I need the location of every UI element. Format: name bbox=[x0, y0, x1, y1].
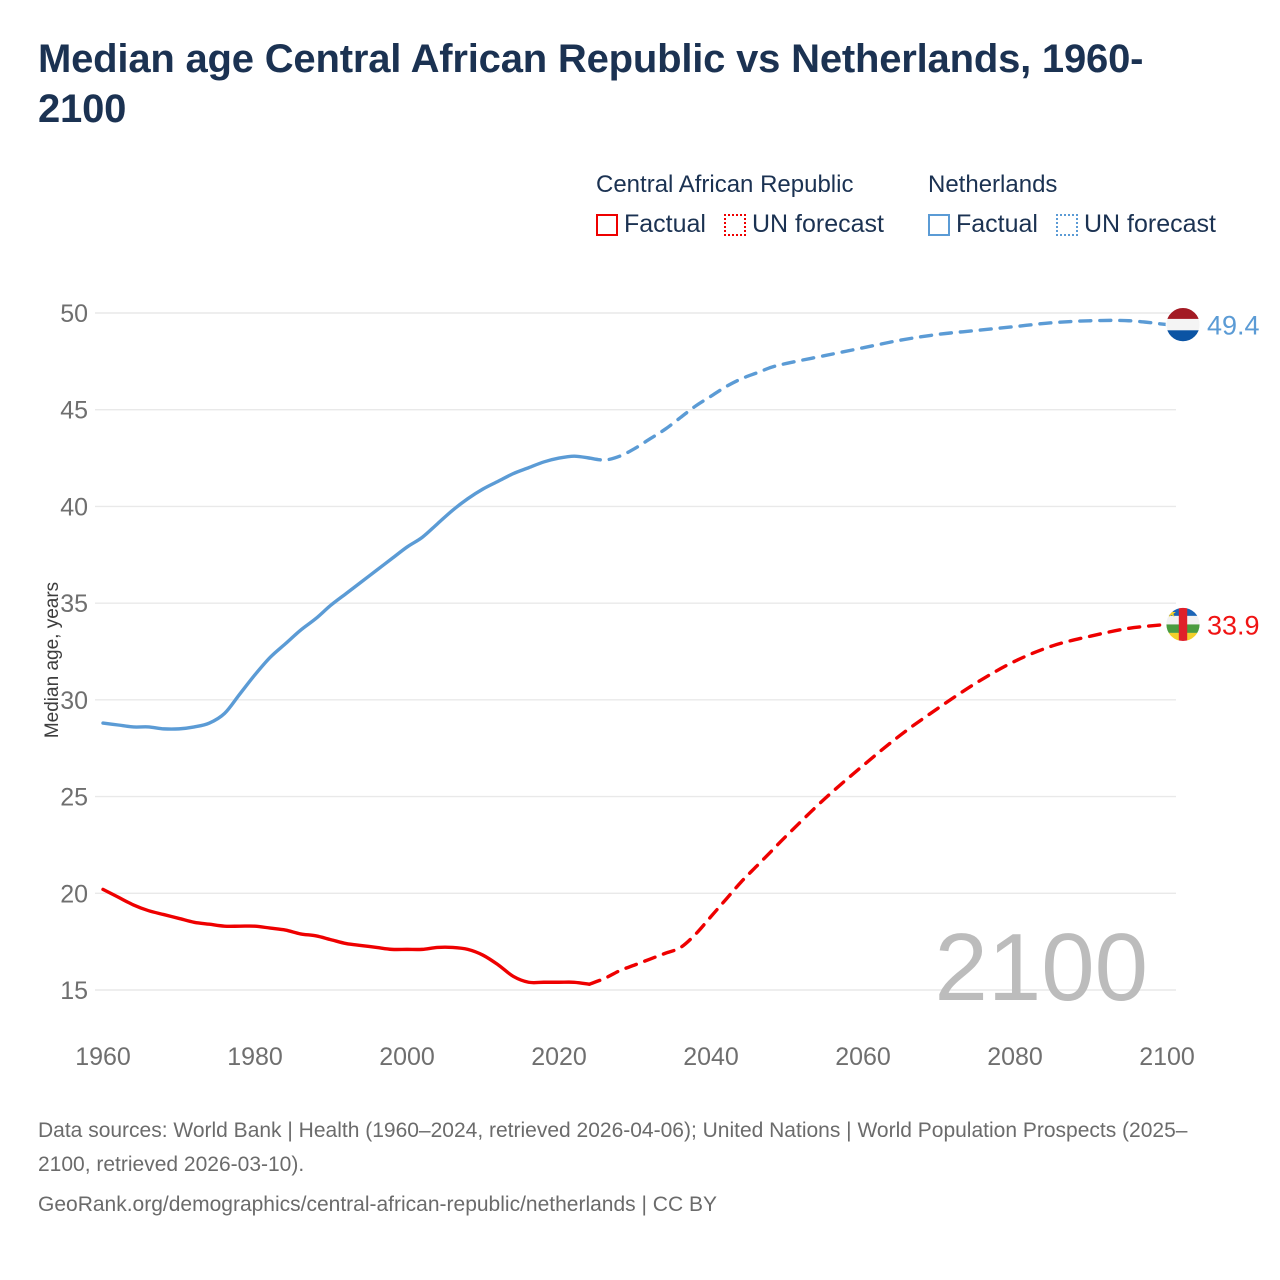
legend-item-car-factual[interactable]: Factual bbox=[596, 210, 706, 239]
central-african-republic-flag-icon bbox=[1165, 607, 1201, 642]
legend-group-netherlands: Netherlands Factual UN forecast bbox=[928, 171, 1248, 239]
y-tick-label: 40 bbox=[60, 493, 88, 521]
chart-legend: Central African Republic Factual UN fore… bbox=[596, 171, 1256, 239]
legend-swatch-solid-icon bbox=[596, 213, 618, 236]
data-sources-text: Data sources: World Bank | Health (1960–… bbox=[38, 1119, 1188, 1177]
series-line-factual-netherlands bbox=[101, 454, 592, 731]
source-url-text[interactable]: GeoRank.org/demographics/central-african… bbox=[38, 1193, 717, 1217]
legend-item-label: Factual bbox=[956, 210, 1038, 239]
x-tick-label: 1980 bbox=[227, 1043, 283, 1071]
legend-swatch-solid-icon bbox=[928, 213, 950, 236]
legend-item-nl-forecast[interactable]: UN forecast bbox=[1055, 210, 1216, 239]
legend-country-label: Central African Republic bbox=[596, 171, 854, 198]
legend-item-car-forecast[interactable]: UN forecast bbox=[723, 210, 884, 239]
y-tick-label: 45 bbox=[60, 397, 88, 425]
y-tick-label: 15 bbox=[60, 977, 88, 1005]
page-title: Median age Central African Republic vs N… bbox=[38, 37, 1144, 132]
legend-item-label: Factual bbox=[624, 210, 706, 239]
legend-item-nl-factual[interactable]: Factual bbox=[928, 210, 1038, 239]
gridlines bbox=[95, 312, 1176, 991]
y-tick-label: 25 bbox=[60, 784, 88, 812]
legend-country-label: Netherlands bbox=[928, 171, 1058, 198]
y-axis-ticks: 15 20 25 30 35 40 45 50 bbox=[60, 300, 88, 1005]
car-end-value: 33.9 bbox=[1207, 610, 1260, 640]
y-tick-label: 20 bbox=[60, 880, 88, 908]
netherlands-flag-icon bbox=[1165, 307, 1201, 343]
y-tick-label: 50 bbox=[60, 300, 88, 328]
x-tick-label: 2020 bbox=[531, 1043, 587, 1071]
data-series-layer bbox=[101, 318, 1169, 986]
legend-group-central-african-republic: Central African Republic Factual UN fore… bbox=[596, 171, 928, 239]
y-axis-title: Median age, years bbox=[42, 582, 63, 738]
legend-item-label: UN forecast bbox=[1083, 210, 1216, 239]
series-line-forecast-netherlands bbox=[587, 318, 1169, 462]
year-watermark: 2100 bbox=[934, 914, 1148, 1021]
series-line-forecast-central-african-republic bbox=[587, 622, 1169, 986]
legend-swatch-dotted-icon bbox=[723, 213, 746, 236]
x-tick-label: 2060 bbox=[835, 1043, 891, 1071]
y-tick-label: 30 bbox=[60, 687, 88, 715]
x-tick-label: 2040 bbox=[683, 1043, 739, 1071]
x-tick-label: 2080 bbox=[987, 1043, 1043, 1071]
legend-swatch-dotted-icon bbox=[1055, 213, 1078, 236]
x-tick-label: 2000 bbox=[379, 1043, 435, 1071]
x-tick-label: 1960 bbox=[75, 1043, 131, 1071]
legend-item-label: UN forecast bbox=[751, 210, 884, 239]
series-line-factual-central-african-republic bbox=[101, 887, 592, 986]
y-tick-label: 35 bbox=[60, 590, 88, 618]
x-tick-label: 2100 bbox=[1139, 1043, 1195, 1071]
x-axis-ticks: 1960 1980 2000 2020 2040 2060 2080 2100 bbox=[75, 1043, 1195, 1071]
netherlands-end-value: 49.4 bbox=[1207, 311, 1260, 341]
footer: Data sources: World Bank | Health (1960–… bbox=[38, 1114, 1218, 1222]
